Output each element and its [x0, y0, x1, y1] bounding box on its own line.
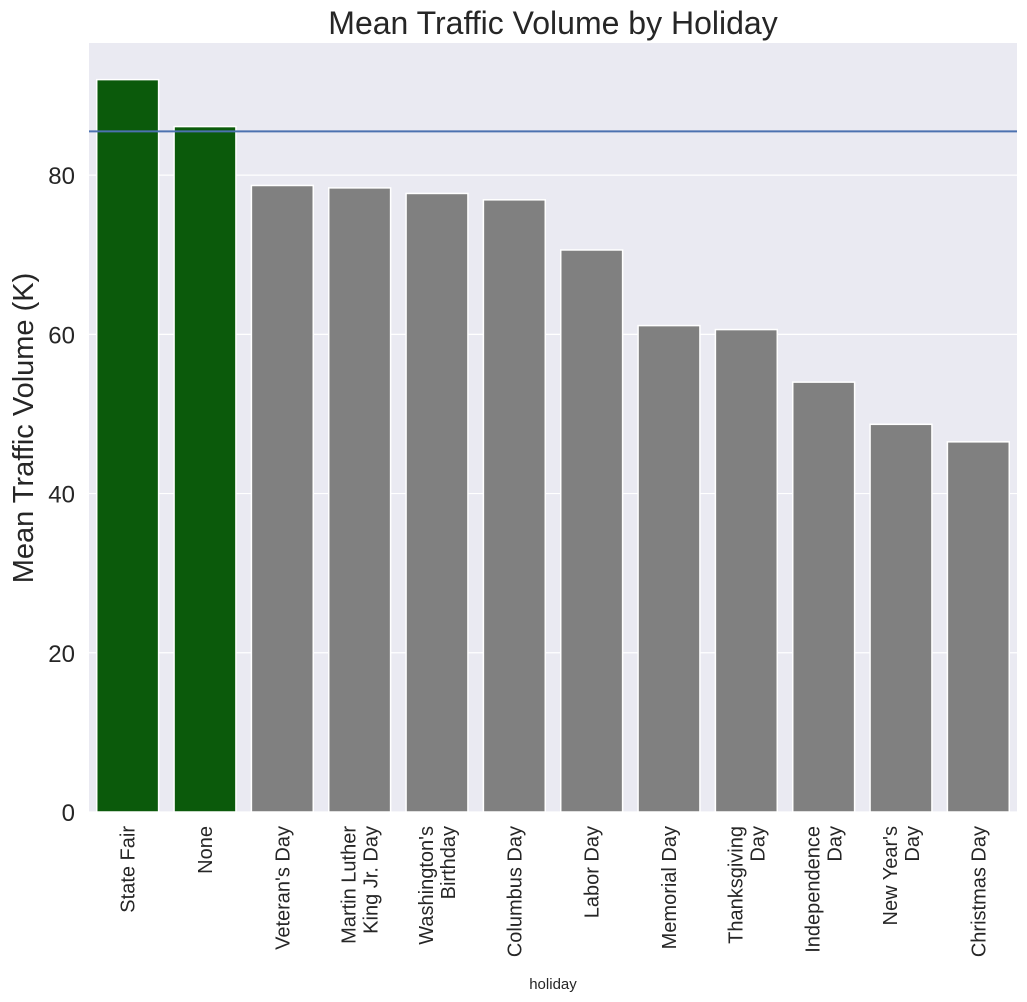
x-tick-label: None [195, 826, 217, 874]
x-tick-label-line: None [195, 826, 217, 874]
x-tick-label: State Fair [118, 826, 140, 913]
bar [637, 324, 701, 813]
x-tick-label-line: Day [747, 826, 769, 862]
y-axis-label: Mean Traffic Volume (K) [8, 273, 40, 584]
y-tick-label: 20 [48, 641, 75, 668]
bar [791, 381, 856, 813]
plot-background [89, 43, 1017, 812]
x-tick-label-line: Martin Luther [339, 826, 361, 944]
y-tick-label: 0 [62, 800, 75, 827]
x-tick-label-line: State Fair [118, 826, 140, 913]
bar [95, 78, 160, 813]
bar [405, 192, 469, 813]
bar [482, 199, 547, 813]
x-tick-label: Independence Day [803, 826, 847, 953]
bar [173, 125, 237, 813]
x-axis-label: holiday [529, 976, 577, 993]
x-tick-label: Columbus Day [504, 826, 526, 957]
bar [327, 187, 392, 813]
x-tick-label-line: Memorial Day [659, 826, 681, 949]
x-tick-label: Labor Day [582, 826, 604, 918]
chart-title: Mean Traffic Volume by Holiday [328, 5, 777, 41]
x-tick-label-line: Veteran's Day [272, 826, 294, 950]
y-tick-label: 40 [48, 482, 75, 509]
x-tick-label-line: Thanksgiving [725, 826, 747, 944]
gridlines [89, 174, 1017, 813]
x-tick-label: Martin Luther King Jr. Day [339, 826, 383, 944]
x-tick-label: Christmas Day [968, 826, 990, 957]
bar [250, 184, 315, 813]
y-tick-labels: 0 20 40 60 80 [48, 163, 75, 827]
y-tick-label: 80 [48, 163, 75, 190]
x-tick-label: Thanksgiving Day [725, 826, 769, 944]
x-tick-label: New Year's Day [880, 826, 924, 925]
x-tick-label-line: Columbus Day [504, 826, 526, 957]
x-tick-label-line: Christmas Day [968, 826, 990, 957]
x-tick-label-line: Labor Day [582, 826, 604, 918]
x-tick-labels: State Fair None Veteran's Day Martin Luther… [118, 826, 991, 958]
y-tick-label: 60 [48, 322, 75, 349]
bar [559, 249, 624, 813]
bar [946, 441, 1011, 813]
x-tick-label: Washington's Birthday [416, 826, 460, 945]
bars [95, 78, 1011, 813]
x-tick-label: Memorial Day [659, 826, 681, 949]
x-tick-label-line: King Jr. Day [361, 826, 383, 934]
x-tick-label-line: New Year's [880, 826, 902, 925]
x-tick-label: Veteran's Day [272, 826, 294, 950]
x-tick-label-line: Birthday [438, 826, 460, 899]
bar [869, 423, 933, 813]
bar [714, 328, 779, 813]
x-tick-label-line: Independence [803, 826, 825, 953]
x-tick-label-line: Day [902, 826, 924, 862]
x-tick-label-line: Washington's [416, 826, 438, 945]
x-tick-label-line: Day [825, 826, 847, 862]
